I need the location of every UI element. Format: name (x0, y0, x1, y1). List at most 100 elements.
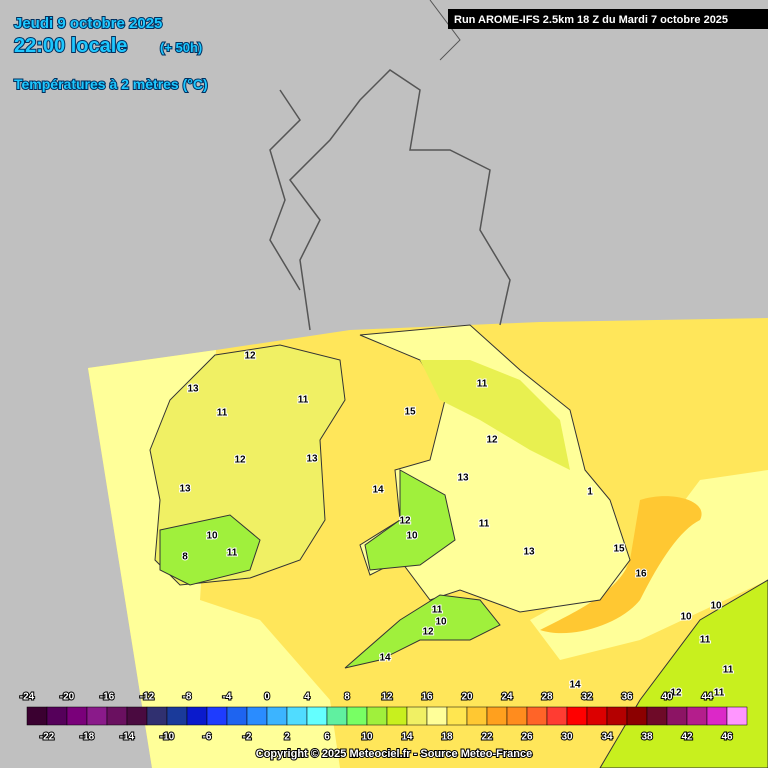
legend-swatch (286, 706, 308, 726)
isotherm-label: 11 (227, 548, 238, 559)
legend-swatch (366, 706, 388, 726)
legend-tick-label: -14 (120, 732, 135, 743)
isotherm-label: 10 (206, 531, 218, 542)
legend-tick-label: -8 (183, 692, 192, 703)
legend-tick-label: -10 (160, 732, 175, 743)
legend-tick-label: 42 (681, 732, 693, 743)
legend-tick-label: 12 (381, 692, 393, 703)
isotherm-label: 13 (179, 484, 191, 495)
legend-tick-label: 44 (701, 692, 713, 703)
legend-swatch (206, 706, 228, 726)
isotherm-label: 10 (406, 531, 418, 542)
legend-swatch (726, 706, 748, 726)
isotherm-label: 10 (435, 617, 447, 628)
legend-swatch (26, 706, 48, 726)
isotherm-label: 10 (680, 612, 692, 623)
isotherm-label: 10 (710, 601, 722, 612)
legend-tick-label: 38 (641, 732, 653, 743)
legend-tick-label: 32 (581, 692, 593, 703)
scotland-outline (269, 69, 511, 331)
isotherm-label: 14 (569, 680, 581, 691)
isotherm-label: 11 (217, 408, 228, 419)
legend-swatch (166, 706, 188, 726)
legend-tick-label: 10 (361, 732, 373, 743)
legend-swatch (266, 706, 288, 726)
legend-tick-label: 6 (324, 732, 330, 743)
date: Jeudi 9 octobre 2025 (14, 15, 162, 32)
legend-tick-label: 20 (461, 692, 473, 703)
legend-swatch (506, 706, 528, 726)
legend-tick-label: -24 (20, 692, 35, 703)
legend-tick-label: 2 (284, 732, 290, 743)
legend-swatch (466, 706, 488, 726)
isotherm-label: 13 (523, 547, 535, 558)
cornwall (344, 594, 501, 669)
isotherm-label: 14 (379, 653, 391, 664)
legend-tick-label: -18 (80, 732, 95, 743)
legend-tick-label: 36 (621, 692, 633, 703)
legend-swatch (686, 706, 708, 726)
legend-swatch (246, 706, 268, 726)
isotherm-label: 11 (700, 635, 711, 646)
isotherm-label: 16 (635, 569, 647, 580)
time: 22:00 locale (14, 35, 127, 57)
legend-tick-label: -20 (60, 692, 75, 703)
coast-outline (429, 0, 461, 61)
legend-swatch (226, 706, 248, 726)
legend-tick-label: -22 (40, 732, 55, 743)
isotherm-label: 11 (432, 605, 443, 616)
isotherm-label: 12 (244, 351, 256, 362)
legend-swatch (346, 706, 368, 726)
isotherm-label: 13 (457, 473, 469, 484)
isotherm-label: 12 (234, 455, 246, 466)
ireland-south (159, 514, 261, 586)
legend-swatch (86, 706, 108, 726)
isotherm-label: 12 (486, 435, 498, 446)
legend-tick-label: 28 (541, 692, 553, 703)
run-box (448, 9, 768, 29)
isotherm-label: 15 (404, 407, 416, 418)
legend-swatch (666, 706, 688, 726)
isotherm-label: 11 (477, 379, 488, 390)
isotherm-label: 8 (182, 552, 188, 563)
legend-tick-label: 46 (721, 732, 733, 743)
legend-swatch (126, 706, 148, 726)
legend-swatch (146, 706, 168, 726)
north-england (420, 360, 570, 470)
run-info: Run AROME-IFS 2.5km 18 Z du Mardi 7 octo… (454, 14, 728, 26)
isotherm-label: 15 (613, 544, 625, 555)
legend-swatch (606, 706, 628, 726)
legend-tick-label: 0 (264, 692, 270, 703)
isotherm-label: 13 (187, 384, 199, 395)
isotherm-label: 11 (298, 395, 309, 406)
legend-swatch (406, 706, 428, 726)
legend-swatch (386, 706, 408, 726)
isotherm-label: 1 (587, 487, 593, 498)
legend-swatch (66, 706, 88, 726)
legend-tick-label: 34 (601, 732, 613, 743)
isotherm-label: 14 (372, 485, 384, 496)
legend-swatch (446, 706, 468, 726)
lead-time: (+ 50h) (160, 40, 202, 55)
legend-swatch (486, 706, 508, 726)
legend-tick-label: -2 (243, 732, 252, 743)
legend-swatch (426, 706, 448, 726)
isotherm-label: 11 (723, 665, 734, 676)
legend-swatch (46, 706, 68, 726)
legend-tick-label: 40 (661, 692, 673, 703)
legend-tick-label: 4 (304, 692, 310, 703)
wales (364, 469, 456, 571)
legend-tick-label: 16 (421, 692, 433, 703)
isotherm-label: 12 (670, 688, 682, 699)
legend-tick-label: 18 (441, 732, 453, 743)
legend-swatch (106, 706, 128, 726)
legend-tick-label: 14 (401, 732, 413, 743)
legend-swatch (526, 706, 548, 726)
legend-swatch (306, 706, 328, 726)
legend-tick-label: 26 (521, 732, 533, 743)
field: Températures à 2 mètres (°C) (14, 76, 208, 92)
legend-swatch (706, 706, 728, 726)
warm-band (540, 496, 702, 634)
legend-tick-label: 22 (481, 732, 493, 743)
